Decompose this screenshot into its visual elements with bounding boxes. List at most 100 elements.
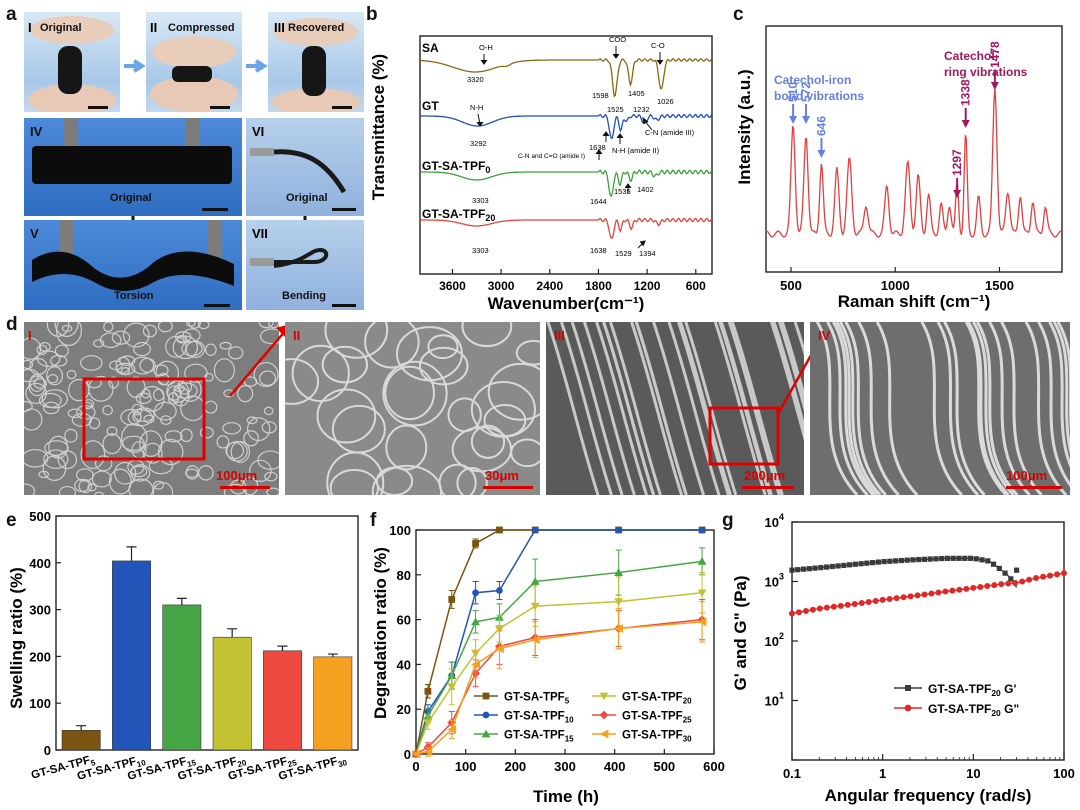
chart-b-frame: [419, 35, 713, 275]
sem-cell: [470, 424, 506, 459]
series-GT-SA-TPF20 G': [789, 555, 1020, 588]
sem-cell: [285, 358, 320, 405]
photo-vii-bending: VII Bending: [246, 220, 364, 310]
sem-pore: [259, 370, 277, 386]
legend-GT-SA-TPF10: GT-SA-TPF10: [474, 711, 574, 725]
sem-pore: [258, 322, 274, 329]
sem-pore: [80, 440, 106, 470]
point-GT-SA-TPF20 G': [944, 555, 951, 561]
sem-fiber: [770, 322, 804, 442]
sem-cell: [324, 322, 389, 359]
sem-sheet: [831, 322, 875, 495]
sem-pore: [160, 415, 172, 425]
sem-fiber: [652, 322, 705, 495]
xtick-label-1: 1: [879, 766, 886, 781]
sem-cell: [427, 334, 459, 360]
photo-original: I Original: [24, 12, 120, 112]
sem-pore: [130, 356, 155, 375]
chart-e-swelling: Swelling ratio (%) 0 100 200 300 400 500 GT-S…: [7, 509, 359, 783]
ytick-label-80: 80: [397, 568, 411, 583]
sem-image-I: I 100μm: [24, 322, 279, 495]
xtick-label-500: 500: [780, 278, 802, 293]
xtick-label-600: 600: [686, 279, 706, 293]
annot-1638-b: 1638: [590, 246, 607, 255]
sem-pore: [47, 373, 59, 384]
point-GT-SA-TPF20 G": [872, 597, 879, 604]
point-GT-SA-TPF20 G": [809, 606, 816, 613]
sem-pore: [121, 435, 145, 451]
legend-label-GT-SA-TPF25: GT-SA-TPF25: [622, 711, 692, 725]
sem-pore: [74, 478, 90, 493]
point-GT-SA-TPF20 G': [789, 567, 795, 573]
point-GT-SA-TPF10-6: [615, 526, 623, 534]
point-GT-SA-TPF20 G': [985, 558, 991, 564]
sem-pore: [264, 471, 278, 482]
point-GT-SA-TPF20 G': [1002, 570, 1008, 576]
point-GT-SA-TPF10-3: [472, 589, 479, 597]
point-GT-SA-TPF20 G': [939, 555, 945, 562]
sem-pore: [181, 340, 203, 357]
sem-pore: [219, 341, 232, 350]
sem-pore: [257, 450, 279, 470]
annot-1402: 1402: [637, 185, 654, 194]
strip-original-drawing: [32, 118, 232, 184]
ytick-label-0: 0: [44, 743, 51, 758]
xtick-label-200: 200: [504, 759, 526, 774]
sem-cell: [316, 388, 377, 444]
point-GT-SA-TPF20 G': [1013, 567, 1020, 573]
sem-pore: [130, 465, 148, 478]
annot-3303-b: 3303: [472, 246, 489, 255]
series-GT-SA-TPF0-label: GT-SA-TPF0: [422, 159, 490, 175]
compressed-sample-drawing: [28, 16, 116, 112]
bar-GT-SA-TPF30: [313, 656, 353, 751]
sem-scale-I: 100μm: [216, 468, 258, 483]
sem-cell: [515, 339, 540, 366]
chart-f-xlabel: Time (h): [533, 787, 599, 806]
legend-GT-SA-TPF30: GT-SA-TPF30: [592, 730, 692, 744]
point-GT-SA-TPF20 G': [893, 558, 899, 564]
bar-GT-SA-TPF15: [162, 604, 202, 751]
sem-pore: [88, 375, 114, 402]
sem-pore: [111, 330, 131, 345]
panel-c-label: c: [733, 4, 744, 25]
scale-bar: [332, 208, 356, 211]
series-GT-SA-TPF20 G": [789, 570, 1067, 617]
ytick-label-400: 400: [29, 556, 51, 571]
sem-sheet: [976, 322, 1019, 495]
sem-pore: [261, 421, 277, 434]
legend-marker-GT-SA-TPF25: [599, 710, 609, 720]
sem-pore: [115, 356, 131, 374]
point-GT-SA-TPF15-7: [697, 556, 707, 565]
ytick-label-500: 500: [29, 509, 51, 524]
sem-pore: [133, 341, 151, 357]
panel-a-label: a: [6, 4, 17, 25]
fiber-original-drawing: [250, 148, 347, 194]
sem-pore: [155, 360, 180, 386]
annot-3320: 3320: [467, 75, 484, 84]
point-GT-SA-TPF20 G": [886, 596, 893, 603]
sem-fiber: [677, 322, 730, 495]
point-GT-SA-TPF20 G': [927, 556, 933, 562]
sem-pore: [246, 416, 258, 425]
sem-cell: [384, 365, 435, 421]
sem-pore: [24, 368, 40, 383]
strip-torsion-drawing: [32, 220, 234, 291]
roman-VI: VI: [252, 124, 265, 139]
sem-pore: [142, 442, 163, 464]
point-GT-SA-TPF20 G': [904, 557, 910, 563]
peak-arrowhead-1478: [990, 82, 999, 90]
errorbar-GT-SA-TPF15: [176, 597, 187, 605]
sem-pore: [216, 435, 230, 449]
chart-f-axes: 0 100 200 300 400 500 600 0 20 40 60 80 100: [389, 523, 725, 774]
chart-g-series: [789, 555, 1067, 617]
point-GT-SA-TPF20-5: [530, 602, 540, 611]
annot-1644: 1644: [590, 197, 607, 206]
sem-image-III: III 200μm: [546, 322, 804, 495]
point-GT-SA-TPF20 G": [823, 604, 830, 611]
sem-cell: [510, 438, 540, 468]
chart-c-ylabel: Intensity (a.u.): [735, 69, 754, 184]
xtick-label-500: 500: [653, 759, 675, 774]
sem-pore: [28, 375, 46, 397]
sem-pore: [259, 328, 279, 345]
xtick-label-2400: 2400: [536, 279, 563, 293]
